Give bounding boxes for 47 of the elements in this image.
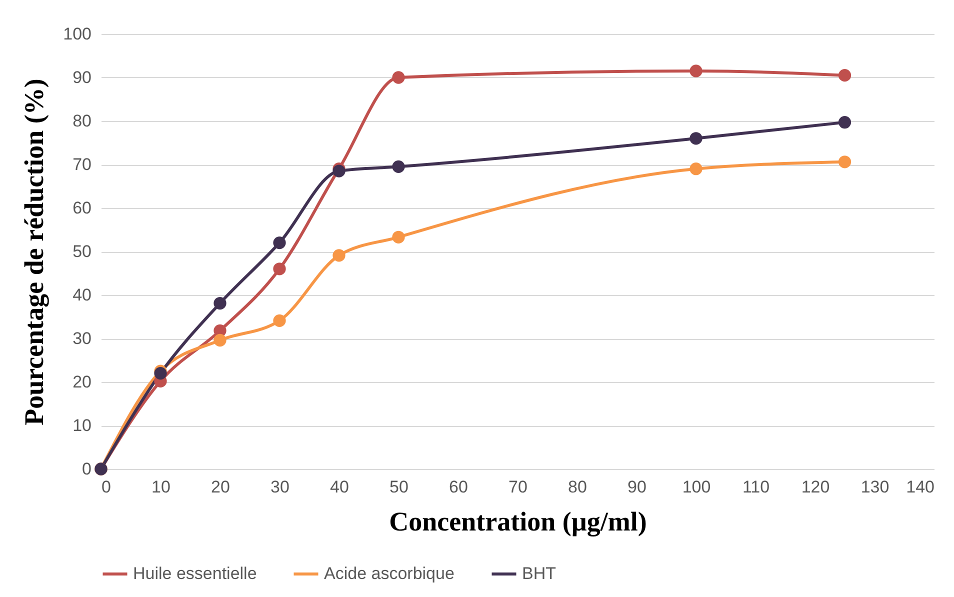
point (332, 249, 346, 262)
point (690, 64, 702, 78)
point (838, 116, 852, 129)
x-tick-label: 120 (801, 478, 830, 496)
y-tick-label: 50 (72, 242, 92, 261)
point (214, 334, 226, 347)
x-tick-label: 50 (390, 478, 408, 496)
y-tick-label: 80 (72, 112, 92, 130)
y-tick-label: 70 (72, 155, 92, 174)
point (838, 69, 852, 82)
x-tick-label: 70 (508, 478, 528, 496)
x-axis-title: Concentration (µg/ml) (389, 506, 647, 536)
point (154, 366, 167, 380)
x-tick-label: 0 (102, 478, 111, 496)
x-tick-label: 30 (270, 478, 290, 496)
point (273, 236, 286, 250)
legend-label: Acide ascorbique (324, 564, 454, 583)
x-tick-label: 60 (449, 478, 468, 496)
point (392, 160, 405, 173)
x-tick-label: 110 (742, 478, 770, 496)
y-tick-label: 0 (82, 460, 92, 478)
legend-label: BHT (522, 564, 556, 583)
x-tick-label: 10 (152, 478, 170, 496)
point (273, 314, 286, 327)
point (273, 262, 286, 276)
x-tick-label: 90 (628, 478, 646, 496)
legend-label: Huile essentielle (133, 564, 257, 583)
y-tick-label: 30 (72, 329, 92, 348)
x-tick-label: 130 (860, 478, 890, 496)
y-axis-title: Pourcentage de réduction (%) (19, 78, 50, 426)
y-tick-label: 40 (72, 286, 92, 304)
y-tick-label: 20 (72, 372, 92, 392)
x-tick-label: 100 (682, 478, 711, 496)
x-tick-label: 80 (568, 478, 587, 496)
x-tick-label: 40 (330, 478, 349, 496)
point (392, 230, 405, 244)
y-tick-label: 10 (72, 416, 92, 435)
point (690, 162, 702, 176)
point (392, 71, 405, 84)
y-tick-label: 90 (72, 68, 92, 87)
x-tick-label: 140 (906, 478, 934, 496)
point (838, 156, 852, 168)
y-tick-label: 100 (63, 24, 92, 44)
x-tick-label: 20 (211, 478, 230, 496)
point (690, 132, 702, 145)
point (214, 296, 226, 310)
y-tick-label: 60 (72, 198, 92, 218)
